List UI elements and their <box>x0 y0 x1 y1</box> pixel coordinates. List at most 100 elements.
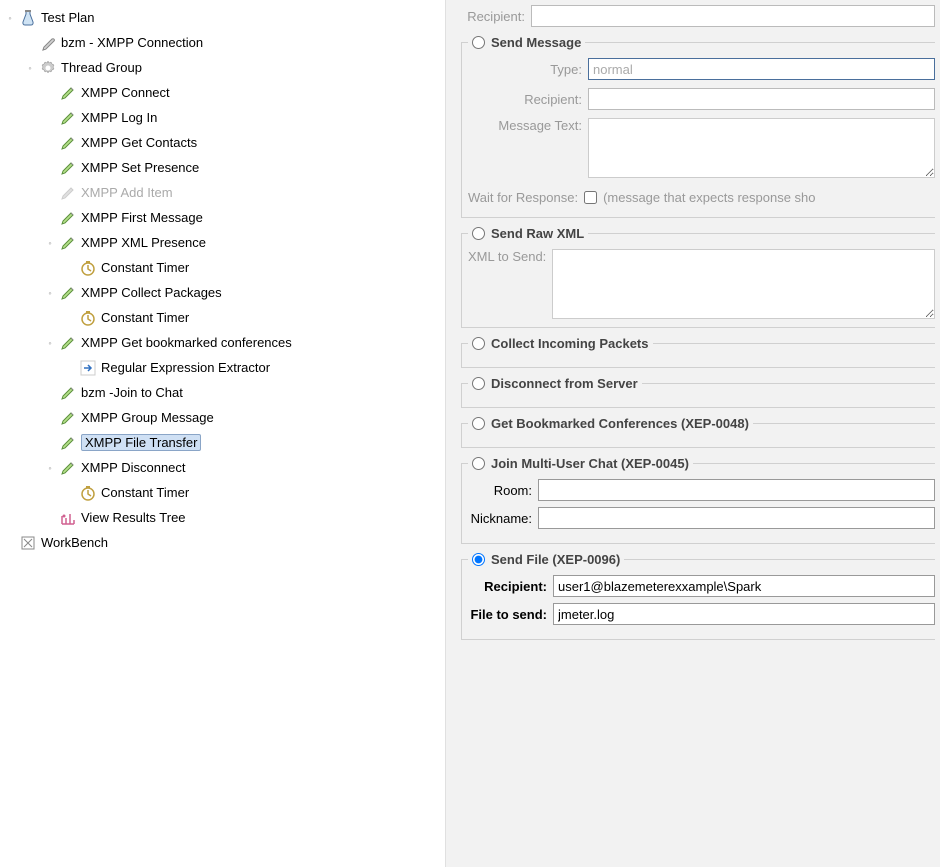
tree-xmpp-collectpackages[interactable]: ◦XMPP Collect Packages <box>45 280 445 305</box>
collapse-icon[interactable]: ◦ <box>45 338 55 348</box>
arrow-icon <box>79 359 97 377</box>
wrench-icon <box>39 34 57 52</box>
tree-label: WorkBench <box>41 535 108 550</box>
tree-xmpp-login[interactable]: XMPP Log In <box>45 105 445 130</box>
tree-xmpp-connect[interactable]: XMPP Connect <box>45 80 445 105</box>
tree-xmpp-filetransfer[interactable]: XMPP File Transfer <box>45 430 445 455</box>
tree-workbench[interactable]: WorkBench <box>5 530 445 555</box>
tree-label: XMPP Get bookmarked conferences <box>81 335 292 350</box>
disconnect-title: Disconnect from Server <box>491 376 638 391</box>
send-raw-xml-group: Send Raw XML XML to Send: <box>461 226 935 328</box>
tree-xmpp-xmlpresence[interactable]: ◦XMPP XML Presence <box>45 230 445 255</box>
gear-icon <box>39 59 57 77</box>
room-input[interactable] <box>538 479 935 501</box>
collapse-icon[interactable]: ◦ <box>45 463 55 473</box>
tree-xmpp-getcontacts[interactable]: XMPP Get Contacts <box>45 130 445 155</box>
tree-label: XMPP Connect <box>81 85 170 100</box>
tree-constant-timer[interactable]: Constant Timer <box>65 305 445 330</box>
timer-icon <box>79 259 97 277</box>
tree-xmpp-groupmessage[interactable]: XMPP Group Message <box>45 405 445 430</box>
tree-label: XMPP First Message <box>81 210 203 225</box>
tree-label: XMPP File Transfer <box>81 434 201 451</box>
xml-to-send-label: XML to Send: <box>468 249 552 264</box>
tree-xmpp-getbookmarked[interactable]: ◦ XMPP Get bookmarked conferences <box>45 330 445 355</box>
tree-label: XMPP Get Contacts <box>81 135 197 150</box>
wait-response-label: Wait for Response: <box>468 190 578 205</box>
tree-constant-timer[interactable]: Constant Timer <box>65 255 445 280</box>
tree-regex-extractor[interactable]: Regular Expression Extractor <box>65 355 445 380</box>
chart-icon <box>59 509 77 527</box>
pencil-icon <box>59 234 77 252</box>
tree-label: Constant Timer <box>101 310 189 325</box>
tree-label: XMPP Log In <box>81 110 157 125</box>
pencil-icon <box>59 84 77 102</box>
collapse-icon[interactable]: ◦ <box>25 63 35 73</box>
type-input[interactable] <box>588 58 935 80</box>
collapse-icon[interactable]: ◦ <box>5 13 15 23</box>
tree-xmpp-setpresence[interactable]: XMPP Set Presence <box>45 155 445 180</box>
recipient-label: Recipient: <box>461 9 531 24</box>
send-raw-xml-radio[interactable] <box>472 227 485 240</box>
timer-icon <box>79 309 97 327</box>
tree-xmpp-firstmessage[interactable]: XMPP First Message <box>45 205 445 230</box>
pencil-icon <box>59 184 77 202</box>
tree-bzm-connection[interactable]: bzm - XMPP Connection <box>25 30 445 55</box>
get-bookmarked-title: Get Bookmarked Conferences (XEP-0048) <box>491 416 749 431</box>
tree-label: XMPP Set Presence <box>81 160 199 175</box>
flask-icon <box>19 9 37 27</box>
send-message-title: Send Message <box>491 35 581 50</box>
recipient-input[interactable] <box>531 5 935 27</box>
sm-recipient-input[interactable] <box>588 88 935 110</box>
send-file-group: Send File (XEP-0096) Recipient: File to … <box>461 552 935 640</box>
room-label: Room: <box>468 483 538 498</box>
send-file-radio[interactable] <box>472 553 485 566</box>
pencil-icon <box>59 159 77 177</box>
pencil-icon <box>59 434 77 452</box>
send-message-group: Send Message Type: Recipient: Message Te… <box>461 35 935 218</box>
get-bookmarked-radio[interactable] <box>472 417 485 430</box>
message-text-input[interactable] <box>588 118 935 178</box>
tree-label: bzm -Join to Chat <box>81 385 183 400</box>
tree-label: bzm - XMPP Connection <box>61 35 203 50</box>
collapse-icon[interactable]: ◦ <box>45 238 55 248</box>
tree-xmpp-disconnect[interactable]: ◦XMPP Disconnect <box>45 455 445 480</box>
timer-icon <box>79 484 97 502</box>
sm-recipient-label: Recipient: <box>468 92 588 107</box>
pencil-icon <box>59 409 77 427</box>
nickname-input[interactable] <box>538 507 935 529</box>
tree-label: View Results Tree <box>81 510 186 525</box>
join-multiuser-group: Join Multi-User Chat (XEP-0045) Room: Ni… <box>461 456 935 544</box>
tree-xmpp-additem[interactable]: XMPP Add Item <box>45 180 445 205</box>
collect-incoming-title: Collect Incoming Packets <box>491 336 649 351</box>
get-bookmarked-group: Get Bookmarked Conferences (XEP-0048) <box>461 416 935 448</box>
collect-incoming-radio[interactable] <box>472 337 485 350</box>
tree-bzm-joinchat[interactable]: bzm -Join to Chat <box>45 380 445 405</box>
wait-response-hint: (message that expects response sho <box>603 190 815 205</box>
disconnect-radio[interactable] <box>472 377 485 390</box>
pencil-icon <box>59 334 77 352</box>
tree-test-plan[interactable]: ◦ Test Plan <box>5 5 445 30</box>
tree-constant-timer[interactable]: Constant Timer <box>65 480 445 505</box>
xml-to-send-input[interactable] <box>552 249 935 319</box>
file-to-send-input[interactable] <box>553 603 935 625</box>
type-label: Type: <box>468 62 588 77</box>
file-to-send-label: File to send: <box>468 607 553 622</box>
tree-label: XMPP Add Item <box>81 185 173 200</box>
join-multiuser-radio[interactable] <box>472 457 485 470</box>
join-multiuser-title: Join Multi-User Chat (XEP-0045) <box>491 456 689 471</box>
pencil-icon <box>59 209 77 227</box>
sf-recipient-input[interactable] <box>553 575 935 597</box>
workbench-icon <box>19 534 37 552</box>
tree-label: Constant Timer <box>101 260 189 275</box>
collapse-icon[interactable]: ◦ <box>45 288 55 298</box>
pencil-icon <box>59 284 77 302</box>
tree-label: Regular Expression Extractor <box>101 360 270 375</box>
send-message-radio[interactable] <box>472 36 485 49</box>
message-text-label: Message Text: <box>468 118 588 133</box>
tree-thread-group[interactable]: ◦ Thread Group <box>25 55 445 80</box>
tree-view-results[interactable]: View Results Tree <box>45 505 445 530</box>
properties-panel: Recipient: Send Message Type: Recipient:… <box>445 0 940 867</box>
collect-incoming-group: Collect Incoming Packets <box>461 336 935 368</box>
wait-response-checkbox[interactable] <box>584 191 597 204</box>
tree-panel: ◦ Test Plan bzm - XMPP Connection <box>0 0 445 867</box>
